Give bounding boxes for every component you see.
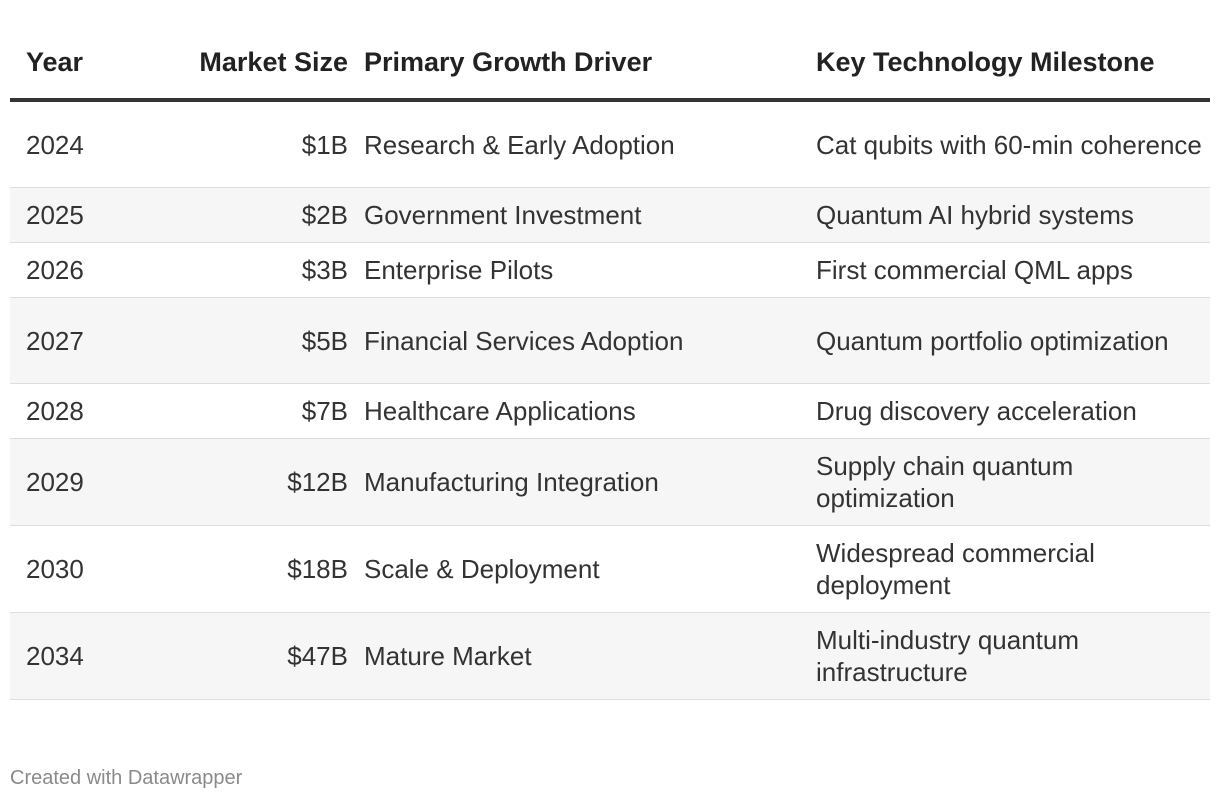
header-market-size: Market Size <box>140 30 348 102</box>
cell-milestone: First commercial QML apps <box>800 242 1210 298</box>
cell-year: 2026 <box>10 242 140 298</box>
table-row: 2025 $2B Government Investment Quantum A… <box>10 187 1210 243</box>
cell-year: 2034 <box>10 612 140 700</box>
cell-year: 2028 <box>10 383 140 439</box>
table-row: 2027 $5B Financial Services Adoption Qua… <box>10 297 1210 384</box>
cell-milestone: Cat qubits with 60-min coherence <box>800 100 1210 188</box>
cell-growth-driver: Research & Early Adoption <box>348 100 800 188</box>
header-growth-driver: Primary Growth Driver <box>348 30 800 102</box>
cell-growth-driver: Healthcare Applications <box>348 383 800 439</box>
cell-year: 2024 <box>10 100 140 188</box>
header-milestone: Key Technology Milestone <box>800 30 1210 102</box>
table-row: 2034 $47B Mature Market Multi-industry q… <box>10 612 1210 700</box>
cell-market-size: $3B <box>140 242 348 298</box>
table-row: 2029 $12B Manufacturing Integration Supp… <box>10 438 1210 526</box>
cell-year: 2030 <box>10 525 140 613</box>
table-header: Year Market Size Primary Growth Driver K… <box>10 30 1210 102</box>
cell-market-size: $47B <box>140 612 348 700</box>
cell-growth-driver: Manufacturing Integration <box>348 438 800 526</box>
market-table: Year Market Size Primary Growth Driver K… <box>10 30 1210 700</box>
table-row: 2030 $18B Scale & Deployment Widespread … <box>10 525 1210 613</box>
footer-credit: Created with Datawrapper <box>10 767 243 789</box>
table-row: 2024 $1B Research & Early Adoption Cat q… <box>10 100 1210 188</box>
cell-market-size: $12B <box>140 438 348 526</box>
cell-growth-driver: Enterprise Pilots <box>348 242 800 298</box>
cell-milestone: Multi-industry quantum infrastructure <box>800 612 1210 700</box>
cell-milestone: Supply chain quantum optimization <box>800 438 1210 526</box>
cell-milestone: Widespread commercial deployment <box>800 525 1210 613</box>
cell-year: 2029 <box>10 438 140 526</box>
cell-growth-driver: Scale & Deployment <box>348 525 800 613</box>
cell-market-size: $7B <box>140 383 348 439</box>
cell-market-size: $18B <box>140 525 348 613</box>
cell-milestone: Quantum AI hybrid systems <box>800 187 1210 243</box>
cell-market-size: $1B <box>140 100 348 188</box>
table-row: 2028 $7B Healthcare Applications Drug di… <box>10 383 1210 439</box>
cell-growth-driver: Mature Market <box>348 612 800 700</box>
cell-growth-driver: Government Investment <box>348 187 800 243</box>
table-body: 2024 $1B Research & Early Adoption Cat q… <box>10 100 1210 700</box>
cell-year: 2025 <box>10 187 140 243</box>
cell-market-size: $5B <box>140 297 348 384</box>
cell-market-size: $2B <box>140 187 348 243</box>
cell-growth-driver: Financial Services Adoption <box>348 297 800 384</box>
header-year: Year <box>10 30 140 102</box>
header-row: Year Market Size Primary Growth Driver K… <box>10 30 1210 102</box>
cell-milestone: Drug discovery acceleration <box>800 383 1210 439</box>
table-row: 2026 $3B Enterprise Pilots First commerc… <box>10 242 1210 298</box>
cell-milestone: Quantum portfolio optimization <box>800 297 1210 384</box>
cell-year: 2027 <box>10 297 140 384</box>
data-table-container: Year Market Size Primary Growth Driver K… <box>10 30 1210 700</box>
